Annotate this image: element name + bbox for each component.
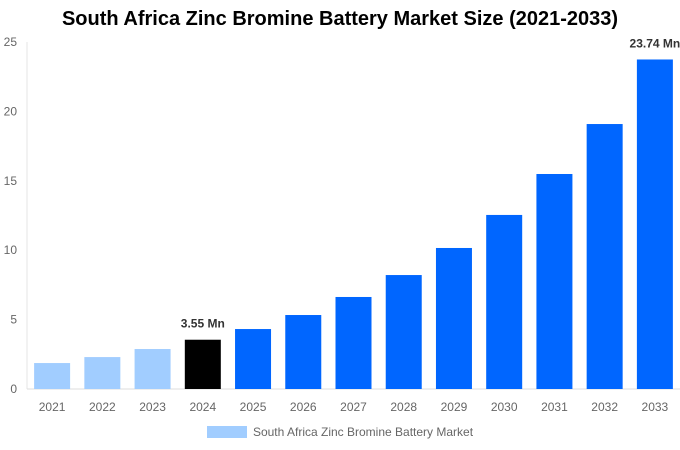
data-label-2033: 23.74 Mn xyxy=(630,36,680,50)
x-tick-label: 2027 xyxy=(340,400,367,414)
bar-2033 xyxy=(636,59,673,389)
x-tick-label: 2032 xyxy=(591,400,618,414)
bar-2025 xyxy=(235,329,272,389)
bar-2027 xyxy=(335,296,372,389)
x-tick-label: 2033 xyxy=(642,400,669,414)
bar-2028 xyxy=(385,275,422,389)
y-tick-label: 20 xyxy=(4,104,18,118)
bar-2029 xyxy=(435,247,472,389)
x-tick-label: 2026 xyxy=(290,400,317,414)
data-label-2024: 3.55 Mn xyxy=(181,317,225,331)
chart-title: South Africa Zinc Bromine Battery Market… xyxy=(61,8,619,30)
x-tick-label: 2025 xyxy=(240,400,267,414)
y-tick-label: 10 xyxy=(4,243,18,257)
legend-label: South Africa Zinc Bromine Battery Market xyxy=(252,425,474,439)
bar-2032 xyxy=(586,124,623,390)
y-tick-label: 5 xyxy=(10,313,17,327)
x-tick-label: 2028 xyxy=(390,400,417,414)
legend: South Africa Zinc Bromine Battery Market xyxy=(0,425,680,439)
x-tick-label: 2029 xyxy=(441,400,468,414)
bar-2024 xyxy=(184,339,221,389)
legend-swatch xyxy=(206,426,247,438)
x-tick-label: 2030 xyxy=(491,400,518,414)
x-tick-label: 2031 xyxy=(541,400,568,414)
bar-2023 xyxy=(134,349,171,389)
y-tick-label: 15 xyxy=(4,174,18,188)
x-tick-label: 2024 xyxy=(189,400,216,414)
x-tick-label: 2023 xyxy=(139,400,166,414)
bar-2021 xyxy=(34,363,71,389)
y-tick-label: 25 xyxy=(4,35,18,49)
bar-2022 xyxy=(84,357,121,389)
y-tick-label: 0 xyxy=(10,382,17,396)
bar-2030 xyxy=(486,214,523,389)
x-tick-label: 2022 xyxy=(89,400,116,414)
x-tick-label: 2021 xyxy=(39,400,66,414)
bar-2031 xyxy=(536,173,573,389)
bar-2026 xyxy=(285,315,322,389)
